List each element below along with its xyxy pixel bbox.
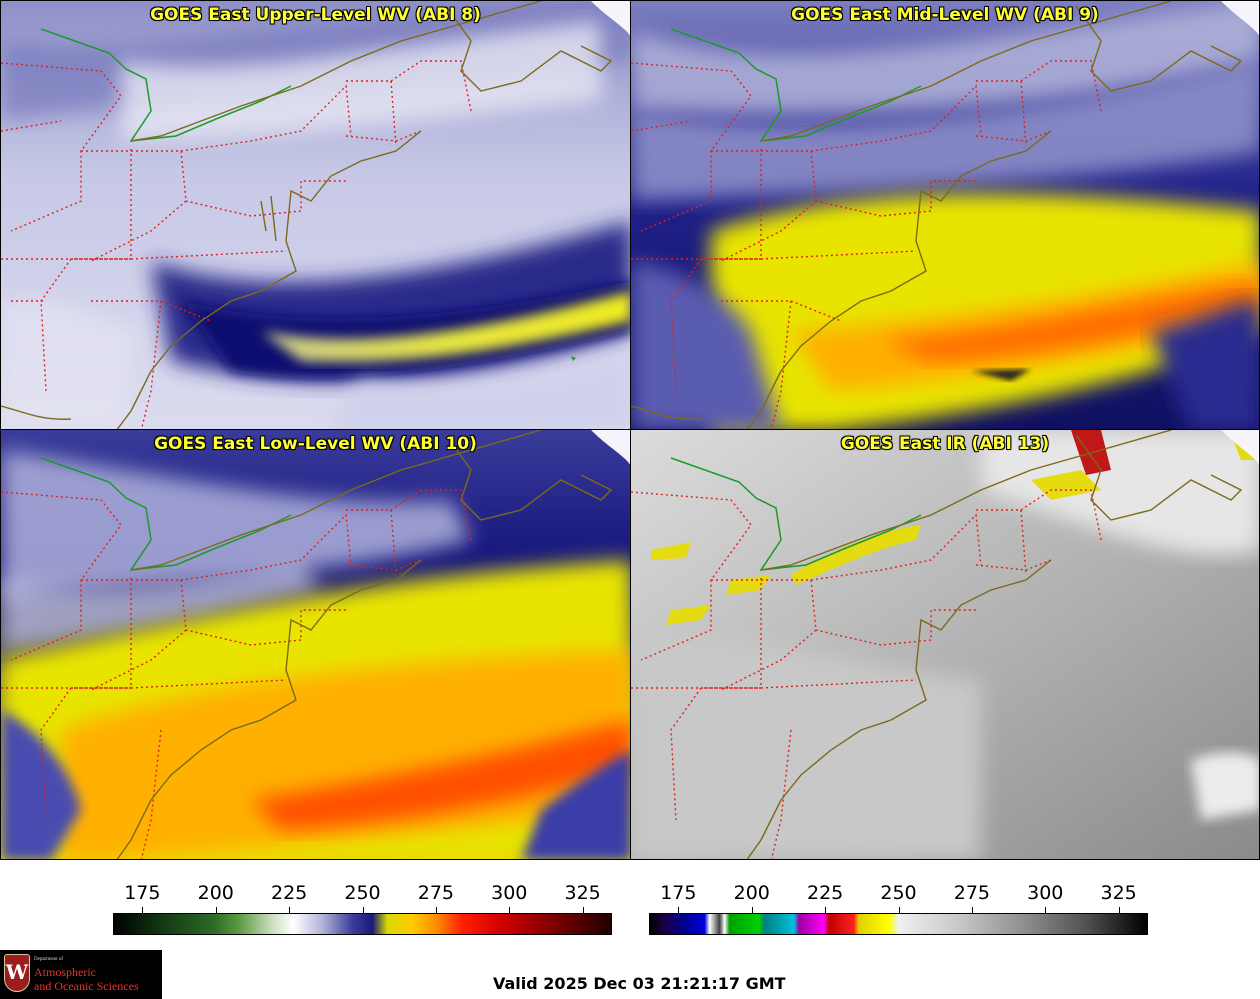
uw-crest-icon: W [4, 954, 30, 992]
logo-line1: Atmospheric [34, 965, 96, 979]
ir-image [631, 430, 1259, 859]
colorbar-tick-label: 300 [1027, 882, 1064, 904]
panel-mid-level-wv: GOES East Mid-Level WV (ABI 9) [630, 0, 1260, 430]
colorbar-tick-label: 225 [270, 882, 308, 904]
mid-level-wv-image [631, 1, 1259, 429]
colorbar-tick-mark [435, 907, 437, 913]
logo-line2: and Oceanic Sciences [34, 979, 139, 993]
colorbar-tick-label: 300 [491, 882, 528, 904]
ir-colorbar [649, 913, 1148, 935]
colorbar-tick-mark [971, 907, 973, 913]
colorbar-tick-label: 175 [660, 882, 697, 904]
wv-colorbar [113, 913, 612, 935]
low-level-wv-image [1, 430, 630, 859]
colorbar-tick-mark [1045, 907, 1047, 913]
colorbar-tick-mark [751, 907, 753, 913]
colorbar-tick-mark [362, 907, 364, 913]
colorbar-tick-label: 250 [344, 882, 381, 904]
colorbar-tick-label: 325 [1100, 882, 1137, 904]
colorbar-tick-mark [1118, 907, 1120, 913]
valid-time: Valid 2025 Dec 03 21:21:17 GMT [493, 974, 786, 993]
colorbar-tick-label: 200 [197, 882, 234, 904]
colorbar-tick-label: 250 [880, 882, 917, 904]
panel-upper-level-wv: GOES East Upper-Level WV (ABI 8) [0, 0, 631, 430]
logo-dept-text: Department of [34, 957, 64, 962]
colorbar-tick-mark [142, 907, 144, 913]
colorbar-tick-label: 200 [733, 882, 770, 904]
colorbar-tick-label: 275 [417, 882, 455, 904]
colorbar-tick-mark [898, 907, 900, 913]
colorbar-tick-mark [289, 907, 291, 913]
panel-low-level-wv: GOES East Low-Level WV (ABI 10) [0, 429, 631, 860]
upper-level-wv-image [1, 1, 630, 429]
colorbar-tick-label: 325 [564, 882, 601, 904]
aos-logo: W Department of Atmospheric and Oceanic … [0, 950, 162, 999]
colorbar-tick-label: 275 [953, 882, 991, 904]
colorbar-tick-mark [582, 907, 584, 913]
colorbar-tick-label: 175 [124, 882, 161, 904]
colorbar-tick-mark [215, 907, 217, 913]
panel-ir: GOES East IR (ABI 13) [630, 429, 1260, 860]
colorbar-tick-mark [678, 907, 680, 913]
colorbar-tick-mark [825, 907, 827, 913]
colorbar-tick-mark [509, 907, 511, 913]
colorbar-tick-label: 225 [806, 882, 844, 904]
